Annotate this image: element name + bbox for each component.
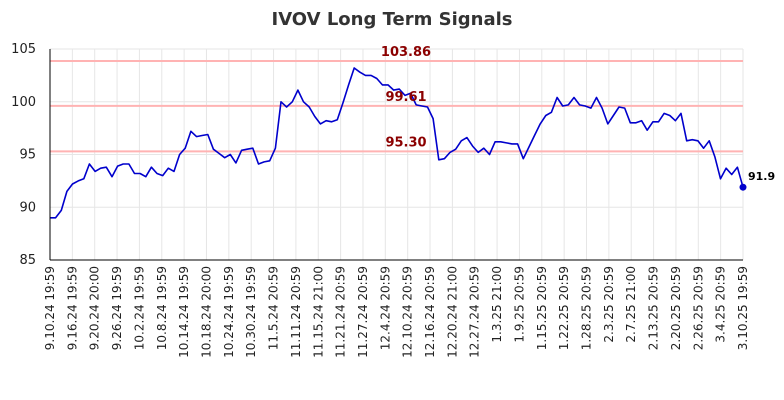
- x-tick-label: 10.30.24 19:59: [244, 266, 258, 358]
- x-tick-label: 2.7.25 21:00: [624, 266, 638, 343]
- signal-line-label: 99.61: [385, 90, 426, 105]
- signal-line-label: 103.86: [381, 45, 431, 60]
- x-tick-label: 11.21.24 20:59: [334, 266, 348, 358]
- x-tick-label: 12.20.24 21:00: [445, 266, 459, 358]
- x-tick-label: 11.27.24 20:59: [356, 266, 370, 358]
- chart-title: IVOV Long Term Signals: [272, 9, 513, 30]
- x-tick-label: 9.26.24 19:59: [110, 266, 124, 350]
- horizontal-lines: [50, 60, 743, 153]
- y-tick-label: 100: [11, 95, 36, 110]
- axes: 85 90 95 100 105 9.10.24 19:59 9.16.24 19:59 9.…: [11, 42, 750, 358]
- y-tick-label: 105: [11, 42, 36, 57]
- last-value-label: 91.9: [748, 170, 775, 183]
- x-tick-label: 2.26.25 20:59: [691, 266, 705, 350]
- series-layer: [50, 67, 747, 219]
- signal-line-label: 95.30: [385, 135, 426, 150]
- x-tick-label: 2.13.25 20:59: [647, 266, 661, 350]
- x-tick-label: 1.9.25 20:59: [512, 266, 526, 343]
- x-tick-label: 10.8.24 19:59: [155, 266, 169, 350]
- x-tick-label: 11.15.24 21:00: [311, 266, 325, 358]
- x-tick-label: 1.15.25 20:59: [535, 266, 549, 350]
- x-tick-label: 9.10.24 19:59: [43, 266, 57, 350]
- x-tick-label: 12.27.24 20:59: [468, 266, 482, 358]
- x-tick-label: 10.18.24 20:00: [199, 266, 213, 358]
- x-tick-label: 2.3.25 20:59: [602, 266, 616, 343]
- x-tick-label: 1.28.25 20:59: [580, 266, 594, 350]
- y-tick-label: 90: [19, 200, 36, 215]
- x-tick-label: 10.2.24 19:59: [132, 266, 146, 350]
- y-tick-label: 95: [19, 148, 36, 163]
- x-tick-label: 1.22.25 20:59: [557, 266, 571, 350]
- x-tick-label: 9.16.24 19:59: [65, 266, 79, 350]
- x-tick-label: 10.14.24 19:59: [177, 266, 191, 358]
- x-tick-label: 2.20.25 20:59: [669, 266, 683, 350]
- grid: [49, 48, 744, 261]
- x-tick-label: 3.4.25 20:59: [714, 266, 728, 343]
- x-tick-label: 3.10.25 19:59: [736, 266, 750, 350]
- last-point-marker: [739, 183, 747, 191]
- x-tick-label: 11.5.24 20:59: [267, 266, 281, 350]
- x-tick-label: 10.24.24 19:59: [222, 266, 236, 358]
- x-tick-label: 11.11.24 20:59: [289, 266, 303, 358]
- x-tick-label: 12.16.24 20:59: [423, 266, 437, 358]
- x-tick-label: 9.20.24 20:00: [88, 266, 102, 350]
- y-tick-label: 85: [19, 253, 36, 268]
- labels: 103.86 99.61 95.30 91.9: [381, 45, 775, 183]
- x-tick-label: 12.4.24 20:59: [378, 266, 392, 350]
- price-series-line: [50, 67, 744, 219]
- x-tick-label: 1.3.25 21:00: [490, 266, 504, 343]
- x-tick-label: 12.10.24 20:59: [401, 266, 415, 358]
